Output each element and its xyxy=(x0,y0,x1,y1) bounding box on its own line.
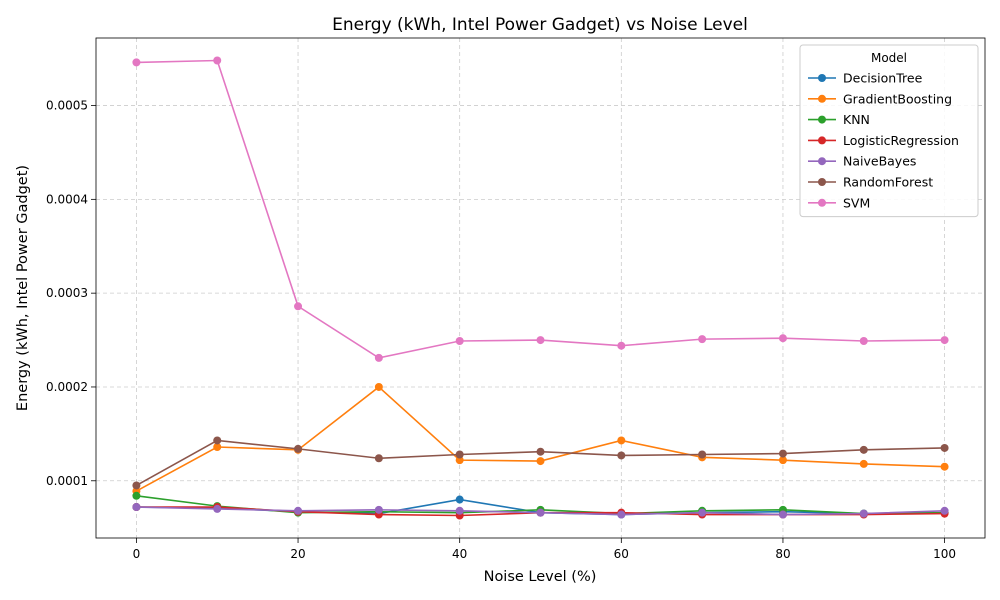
data-point xyxy=(294,302,303,311)
data-point xyxy=(374,505,383,514)
data-point xyxy=(778,449,787,458)
data-point xyxy=(132,491,141,500)
series-svm xyxy=(132,56,949,362)
legend-item: KNN xyxy=(808,112,870,127)
data-point xyxy=(698,335,707,344)
legend-label: DecisionTree xyxy=(843,71,923,86)
data-point xyxy=(778,510,787,519)
data-point xyxy=(778,456,787,465)
x-tick-label: 100 xyxy=(933,547,956,561)
legend-item: DecisionTree xyxy=(808,71,923,86)
data-point xyxy=(213,443,222,452)
data-point xyxy=(213,504,222,513)
x-tick-label: 60 xyxy=(614,547,629,561)
y-tick-label: 0.0001 xyxy=(46,474,88,488)
legend-marker xyxy=(818,157,826,166)
data-point xyxy=(698,508,707,517)
legend-label: NaiveBayes xyxy=(843,154,916,169)
x-tick-label: 0 xyxy=(133,547,141,561)
data-point xyxy=(213,436,222,445)
data-point xyxy=(374,382,383,391)
data-point xyxy=(859,459,868,468)
data-point xyxy=(455,456,464,465)
legend-label: GradientBoosting xyxy=(843,91,952,106)
data-point xyxy=(940,443,949,452)
legend-marker xyxy=(818,178,826,186)
x-axis-label: Noise Level (%) xyxy=(484,569,597,585)
data-point xyxy=(859,445,868,454)
series-layer xyxy=(132,56,949,520)
data-point xyxy=(455,495,464,504)
legend-item: NaiveBayes xyxy=(808,154,916,169)
legend-label: RandomForest xyxy=(843,175,933,190)
y-tick-label: 0.0005 xyxy=(46,99,88,113)
data-point xyxy=(940,462,949,471)
data-point xyxy=(859,337,868,346)
data-point xyxy=(374,454,383,463)
legend-label: LogisticRegression xyxy=(843,133,959,148)
data-point xyxy=(859,509,868,518)
data-point xyxy=(213,56,222,65)
x-tick-label: 80 xyxy=(775,547,790,561)
data-point xyxy=(617,451,626,460)
legend-marker xyxy=(818,115,826,124)
legend-label: KNN xyxy=(843,112,870,127)
y-axis-label: Energy (kWh, Intel Power Gadget) xyxy=(15,165,31,411)
x-tick-label: 40 xyxy=(452,547,467,561)
data-point xyxy=(617,341,626,350)
legend-label: SVM xyxy=(843,195,870,210)
axes: 0 20 40 60 80 100 0.0001 0.0002 0.0003 0.0004 0.00… xyxy=(46,37,986,561)
legend-box xyxy=(799,44,979,218)
legend-item: RandomForest xyxy=(808,175,933,190)
legend-item: LogisticRegression xyxy=(808,133,959,148)
series-naivebayes xyxy=(132,503,949,519)
legend-marker xyxy=(818,136,826,145)
data-point xyxy=(132,481,141,490)
data-point xyxy=(455,506,464,515)
data-point xyxy=(698,450,707,459)
legend-title: Model xyxy=(871,51,907,65)
y-tick-label: 0.0002 xyxy=(46,380,88,394)
data-point xyxy=(536,508,545,517)
data-point xyxy=(132,58,141,67)
data-point xyxy=(294,506,303,515)
data-point xyxy=(536,447,545,456)
data-point xyxy=(940,336,949,345)
data-point xyxy=(536,336,545,345)
data-point xyxy=(940,506,949,515)
x-tick-label: 20 xyxy=(290,547,305,561)
data-point xyxy=(617,510,626,519)
data-point xyxy=(617,436,626,445)
legend-item: GradientBoosting xyxy=(808,91,952,106)
data-point xyxy=(455,337,464,346)
series-randomforest xyxy=(132,436,949,490)
legend-marker xyxy=(818,198,826,207)
legend-marker xyxy=(818,74,826,82)
y-tick-label: 0.0003 xyxy=(46,286,88,300)
data-point xyxy=(778,334,787,343)
data-point xyxy=(536,457,545,466)
data-point xyxy=(374,353,383,362)
legend-item: SVM xyxy=(808,195,870,210)
data-point xyxy=(294,444,303,453)
plot-frame xyxy=(95,37,986,539)
data-point xyxy=(455,450,464,459)
y-tick-label: 0.0004 xyxy=(46,192,88,206)
legend: Model DecisionTree GradientBoosting KNN Logi… xyxy=(799,44,979,218)
data-point xyxy=(132,503,141,512)
chart-title: Energy (kWh, Intel Power Gadget) vs Nois… xyxy=(332,15,748,35)
legend-marker xyxy=(818,94,826,103)
